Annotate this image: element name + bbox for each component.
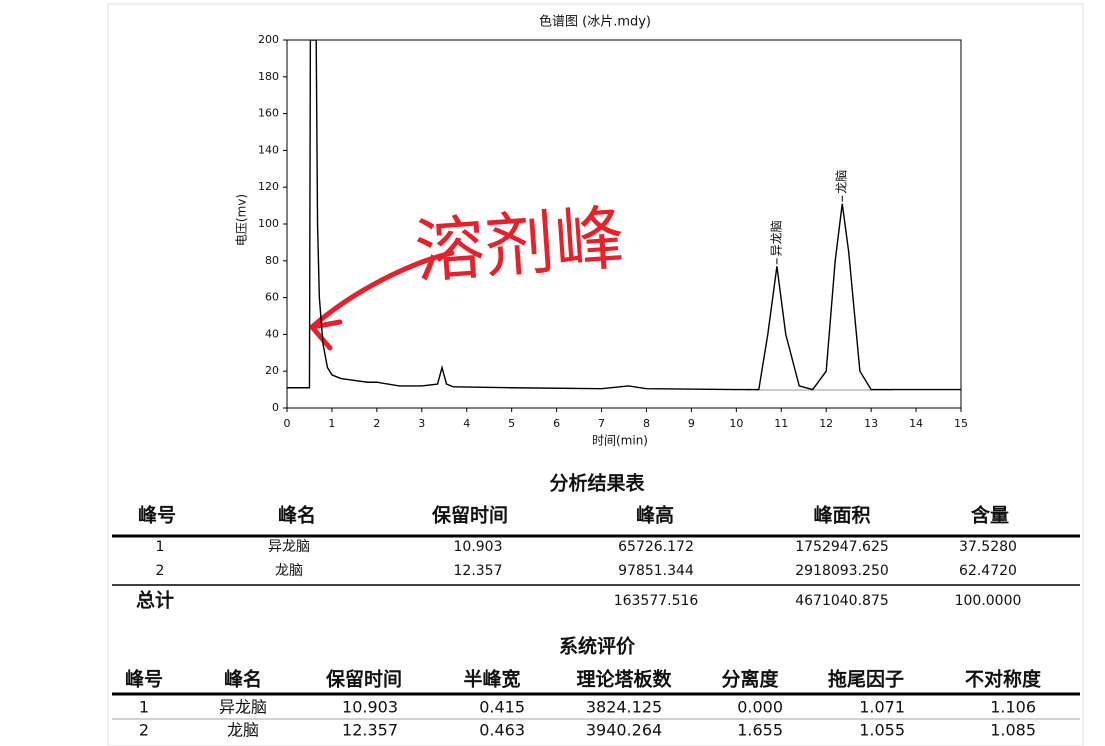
- y-tick-label: 0: [272, 401, 279, 414]
- cell: 1752947.625: [795, 539, 889, 555]
- cell: 2: [139, 721, 149, 740]
- frame: [107, 3, 1084, 746]
- column-header: 峰名: [224, 668, 262, 691]
- cell: 10.903: [342, 698, 398, 717]
- y-tick-label: 200: [258, 33, 279, 46]
- handwritten-note: 溶剂峰: [412, 197, 627, 293]
- plot-frame: [286, 39, 962, 409]
- y-tick-label: 40: [265, 327, 279, 340]
- cell: 0.000: [737, 698, 783, 717]
- cell: 1.085: [990, 721, 1036, 740]
- cell: 4671040.875: [795, 593, 889, 609]
- column-header: 拖尾因子: [828, 668, 904, 691]
- cell: 异龙脑: [268, 539, 310, 555]
- cell: 1: [139, 698, 149, 717]
- cell: 163577.516: [614, 593, 699, 609]
- column-header: 不对称度: [965, 668, 1042, 691]
- x-axis-label: 时间(min): [592, 434, 648, 448]
- content: 0 1 2 3 4 5 6 7 8 9 10 11 12 13 14 15020406080100120140…: [112, 33, 1080, 740]
- x-tick-label: 7: [598, 417, 605, 430]
- column-header: 峰高: [636, 504, 674, 527]
- cell: 97851.344: [618, 563, 694, 579]
- peak-label: 异龙脑: [769, 220, 783, 256]
- x-tick-label: 8: [643, 417, 650, 430]
- x-tick-label: 9: [688, 417, 695, 430]
- cell: 0.463: [479, 721, 525, 740]
- cell: 龙脑: [275, 563, 303, 579]
- x-tick-label: 15: [954, 417, 968, 430]
- column-header: 理论塔板数: [576, 668, 672, 691]
- column-header: 含量: [971, 504, 1009, 527]
- cell: 1.106: [990, 698, 1036, 717]
- x-tick-label: 2: [373, 417, 380, 430]
- signal-line: [287, 40, 961, 391]
- total-label: 总计: [136, 589, 174, 612]
- x-tick-label: 1: [328, 417, 335, 430]
- x-tick-label: 0: [284, 417, 291, 430]
- x-tick-label: 5: [508, 417, 515, 430]
- cell: 65726.172: [618, 539, 694, 555]
- cell: 3824.125: [586, 698, 662, 717]
- y-tick-label: 60: [265, 291, 279, 304]
- cell: 12.357: [342, 721, 398, 740]
- x-tick-label: 13: [864, 417, 878, 430]
- x-tick-label: 6: [553, 417, 560, 430]
- x-tick-label: 3: [418, 417, 425, 430]
- column-header: 峰面积: [813, 504, 870, 527]
- chart-title: 色谱图 (冰片.mdy): [539, 14, 651, 30]
- arrow: [309, 250, 455, 351]
- cell: 异龙脑: [219, 698, 267, 717]
- y-tick-label: 160: [258, 107, 279, 120]
- x-tick-label: 10: [729, 417, 743, 430]
- column-header: 峰号: [125, 668, 163, 691]
- cell: 龙脑: [227, 721, 259, 740]
- cell: 3940.264: [586, 721, 662, 740]
- y-tick-label: 140: [258, 143, 279, 156]
- cell: 1.071: [859, 698, 905, 717]
- column-header: 峰名: [278, 504, 316, 527]
- y-axis-label: 电压(mv): [235, 194, 249, 246]
- y-tick-label: 80: [265, 254, 279, 267]
- cell: 12.357: [454, 563, 503, 579]
- cell: 37.5280: [959, 539, 1017, 555]
- peak-label: 龙脑: [835, 170, 849, 194]
- y-tick-label: 120: [258, 180, 279, 193]
- x-tick-label: 4: [463, 417, 470, 430]
- cell: 2: [156, 563, 165, 579]
- y-tick-label: 100: [258, 217, 279, 230]
- y-tick-label: 180: [258, 70, 279, 83]
- x-tick-label: 12: [819, 417, 833, 430]
- cell: 0.415: [479, 698, 525, 717]
- table-title: 分析结果表: [549, 472, 645, 495]
- column-header: 分离度: [721, 668, 779, 691]
- table-title: 系统评价: [559, 635, 636, 658]
- column-header: 半峰宽: [463, 668, 520, 691]
- cell: 10.903: [454, 539, 503, 555]
- cell: 1.655: [737, 721, 783, 740]
- cell: 100.0000: [955, 593, 1022, 609]
- cell: 1.055: [859, 721, 905, 740]
- column-header: 保留时间: [431, 504, 508, 527]
- cell: 62.4720: [959, 563, 1017, 579]
- y-tick-label: 20: [265, 364, 279, 377]
- cell: 1: [156, 539, 165, 555]
- x-tick-label: 14: [909, 417, 923, 430]
- cell: 2918093.250: [795, 563, 889, 579]
- column-header: 保留时间: [325, 668, 402, 691]
- column-header: 峰号: [138, 504, 176, 527]
- x-tick-label: 11: [774, 417, 788, 430]
